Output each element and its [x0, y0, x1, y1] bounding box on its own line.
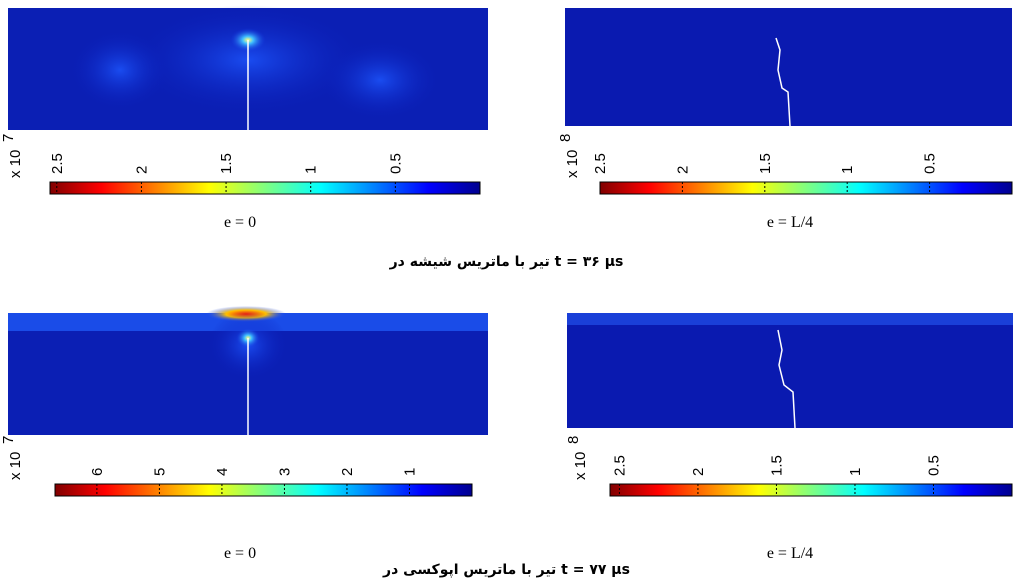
colorbar-exponent: x 10 7: [0, 134, 24, 178]
exponent-base: x 10: [564, 150, 581, 178]
colorbar-tick-label: 1.5: [757, 153, 774, 174]
colorbar: [599, 181, 1013, 195]
exponent-power: 7: [0, 436, 17, 444]
panel-label: e = 0: [224, 545, 256, 562]
exponent-power: 7: [0, 134, 17, 142]
contour-image: [8, 5, 488, 130]
colorbar: [609, 483, 1013, 497]
panel-label: e = L/4: [767, 545, 813, 562]
contour-image: [567, 313, 1013, 429]
colorbar-tick-label: 2.5: [49, 153, 66, 174]
colorbar-tick-label: 2: [133, 166, 150, 174]
colorbar-tick-label: 3: [276, 468, 293, 476]
colorbar-tick-label: 1: [847, 468, 864, 476]
colorbar-tick-label: 1.5: [218, 153, 235, 174]
exponent-power: 8: [565, 436, 582, 444]
exponent-power: 8: [557, 134, 574, 142]
colorbar-exponent: x 10 8: [565, 436, 589, 480]
exponent-base: x 10: [572, 452, 589, 480]
colorbar-tick-label: 1: [401, 468, 418, 476]
caption-text: تیر با ماتریس شیشه در: [389, 254, 550, 270]
caption: تیر با ماتریس اپوکسی در t = ۷۷ µs: [0, 562, 1013, 578]
colorbar-tick-label: 2: [690, 468, 707, 476]
caption-text: تیر با ماتریس اپوکسی در: [383, 562, 557, 578]
colorbar-tick-label: 2: [674, 166, 691, 174]
exponent-base: x 10: [7, 452, 24, 480]
colorbar-tick-label: 0.5: [922, 153, 939, 174]
colorbar-tick-label: 6: [89, 468, 106, 476]
contour-image: [565, 8, 1012, 127]
caption-time: t = ۳۶ µs: [554, 254, 624, 270]
colorbar-tick-label: 1: [839, 166, 856, 174]
panel-label: e = L/4: [767, 214, 813, 231]
colorbar-tick-label: 4: [214, 468, 231, 476]
exponent-base: x 10: [7, 150, 24, 178]
colorbar-tick-label: 1.5: [768, 455, 785, 476]
colorbar-tick-label: 1: [303, 166, 320, 174]
colorbar-tick-label: 2.5: [592, 153, 609, 174]
colorbar-tick-label: 5: [151, 468, 168, 476]
colorbar-exponent: x 10 7: [0, 436, 24, 480]
colorbar-tick-label: 2: [339, 468, 356, 476]
caption: تیر با ماتریس شیشه در t = ۳۶ µs: [0, 254, 1013, 270]
colorbar-tick-label: 2.5: [611, 455, 628, 476]
caption-time: t = ۷۷ µs: [561, 562, 630, 578]
contour-image: [8, 306, 488, 435]
colorbar-tick-label: 0.5: [387, 153, 404, 174]
colorbar: [49, 181, 481, 195]
colorbar-tick-label: 0.5: [925, 455, 942, 476]
panel-label: e = 0: [224, 214, 256, 231]
colorbar-exponent: x 10 8: [557, 134, 581, 178]
